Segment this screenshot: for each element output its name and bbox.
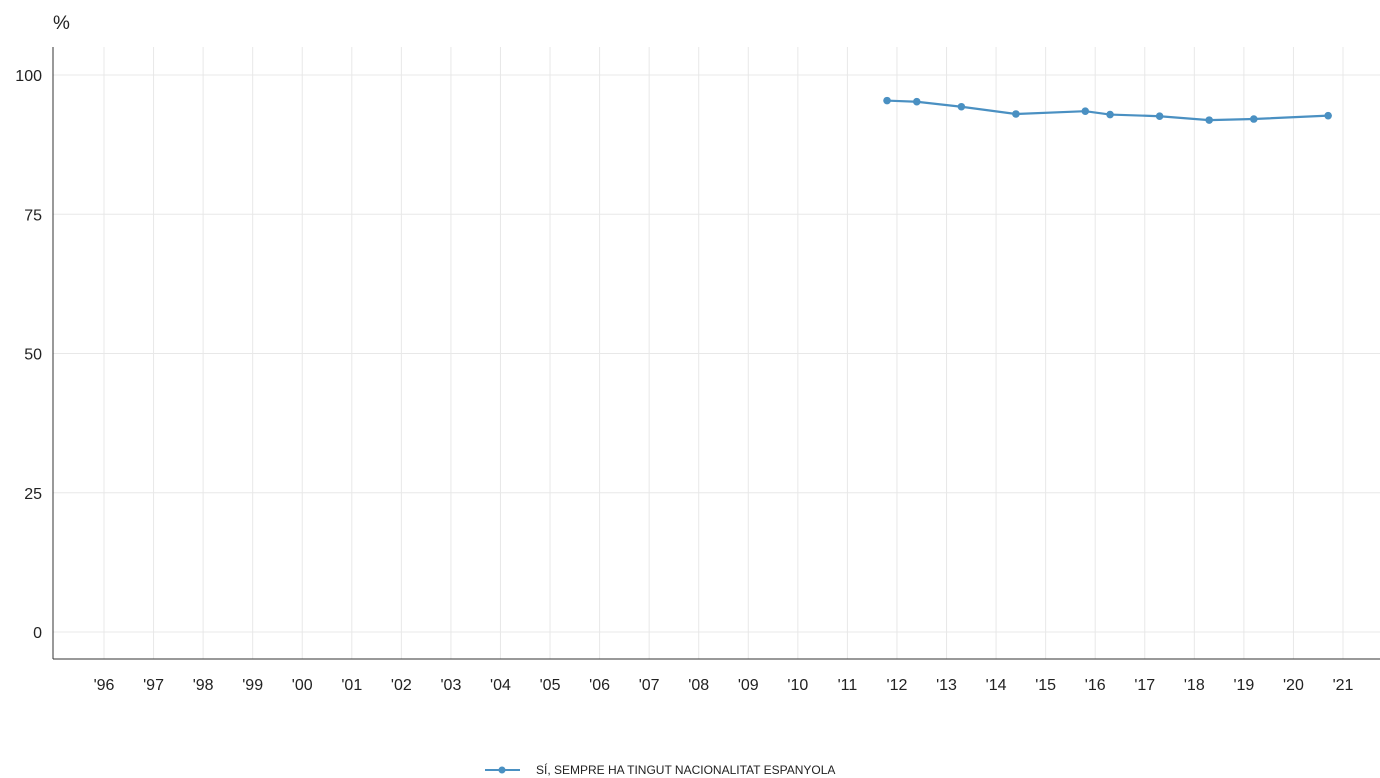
x-tick-label: '05 [540, 677, 561, 694]
data-point [1081, 107, 1090, 116]
x-tick-label: '21 [1333, 677, 1354, 694]
data-point [1106, 110, 1114, 119]
y-tick-label: 0 [33, 625, 42, 642]
data-point [1205, 116, 1213, 124]
x-tick-label: '97 [143, 677, 164, 694]
data-point [957, 102, 966, 111]
x-tick-label: '08 [688, 677, 709, 694]
x-tick-label: '07 [639, 677, 660, 694]
y-tick-label: 75 [24, 207, 42, 224]
x-tick-label: '12 [887, 677, 908, 694]
x-tick-label: '01 [341, 677, 362, 694]
legend: SÍ, SEMPRE HA TINGUT NACIONALITAT ESPANY… [485, 762, 835, 777]
x-tick-label: '02 [391, 677, 412, 694]
x-tick-label: '15 [1035, 677, 1056, 694]
x-tick-label: '20 [1283, 677, 1304, 694]
x-tick-label: '18 [1184, 677, 1205, 694]
x-tick-label: '98 [193, 677, 214, 694]
y-tick-label: 50 [24, 347, 42, 364]
x-tick-label: '09 [738, 677, 759, 694]
x-tick-labels: '96 '97 '98 '99 '00 '01 '02 '03 '04 '05 '06 '07 '08 '… [94, 677, 1354, 694]
x-tick-label: '06 [589, 677, 610, 694]
x-tick-label: '10 [787, 677, 808, 694]
data-point [1249, 115, 1258, 123]
y-tick-label: 25 [24, 486, 42, 503]
data-point [1012, 110, 1020, 118]
x-tick-label: '19 [1233, 677, 1254, 694]
x-tick-label: '99 [242, 677, 263, 694]
legend-label: SÍ, SEMPRE HA TINGUT NACIONALITAT ESPANY… [536, 762, 835, 777]
x-tick-label: '14 [986, 677, 1007, 694]
data-point [1155, 112, 1164, 121]
grid [53, 47, 1380, 659]
x-tick-label: '13 [936, 677, 957, 694]
y-unit-label: % [53, 13, 70, 34]
data-point [912, 97, 921, 106]
series-layer [883, 96, 1332, 124]
x-tick-label: '96 [94, 677, 115, 694]
data-point [883, 96, 891, 105]
axes [52, 47, 1380, 660]
x-tick-label: '03 [440, 677, 461, 694]
x-tick-label: '04 [490, 677, 511, 694]
data-point [1324, 111, 1332, 120]
y-tick-label: 100 [15, 68, 42, 85]
x-tick-label: '00 [292, 677, 313, 694]
legend-dot-marker [498, 766, 506, 774]
x-tick-label: '11 [838, 677, 858, 694]
x-tick-label: '16 [1085, 677, 1106, 694]
series-line [887, 99, 1329, 122]
x-tick-label: '17 [1134, 677, 1155, 694]
y-tick-labels: 0 25 50 75 100 [15, 68, 42, 642]
